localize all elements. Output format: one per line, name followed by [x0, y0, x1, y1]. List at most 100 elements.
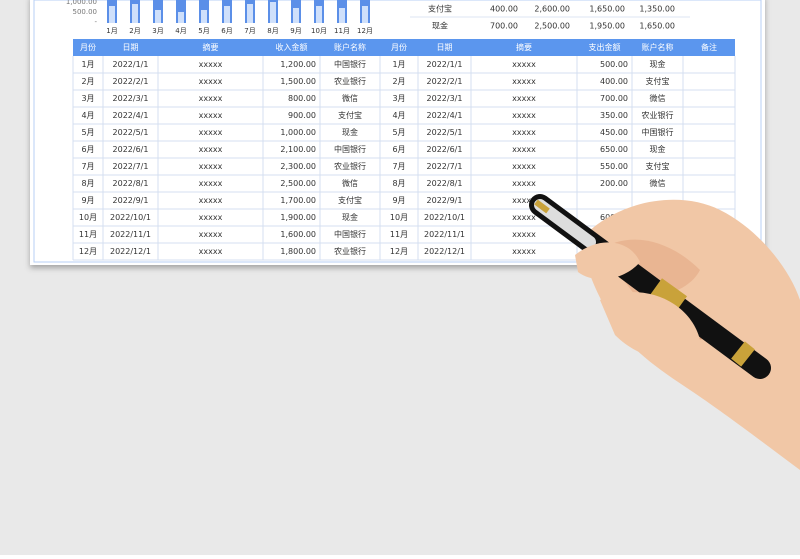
summary-cell: 现金 — [432, 21, 448, 31]
summary-cell: 700.00 — [490, 22, 518, 31]
cell: xxxxx — [199, 213, 223, 222]
cell: 9月 — [392, 196, 405, 205]
cell: 2022/12/1 — [424, 247, 465, 256]
cell: 5月 — [392, 128, 405, 137]
chart-bars: 1,000.00 500.00 - 1月 2月 3月 4月 5月 6月 7月 8月 9月 10月 11月 1… — [66, 0, 373, 35]
cell: 2022/10/1 — [424, 213, 465, 222]
cell: xxxxx — [512, 196, 536, 205]
cell: 中国银行 — [642, 127, 674, 137]
cell: 2022/9/1 — [427, 196, 463, 205]
cell: xxxxx — [199, 247, 223, 256]
cell: xxxxx — [512, 111, 536, 120]
cell: 6月 — [392, 145, 405, 154]
bar-inner — [247, 4, 253, 23]
cell: xxxxx — [199, 94, 223, 103]
summary-cell: 1,650.00 — [589, 5, 625, 14]
cell: 2022/2/1 — [427, 77, 463, 86]
header-cell: 备注 — [701, 42, 717, 52]
cell: 1,700.00 — [280, 196, 316, 205]
axis-label: - — [94, 18, 97, 26]
cell: 2022/5/1 — [113, 128, 149, 137]
summary-cell: 400.00 — [490, 5, 518, 14]
bar-inner — [201, 10, 207, 23]
summary-cell: 2,600.00 — [534, 5, 570, 14]
cell: 2,100.00 — [280, 145, 316, 154]
header-cell: 月份 — [80, 42, 96, 52]
cell: 10月 — [79, 213, 97, 222]
cell: 支付宝 — [646, 161, 670, 171]
cell: 现金 — [650, 144, 666, 154]
month-label: 8月 — [267, 27, 278, 35]
cell: 2022/1/1 — [427, 60, 463, 69]
cell: 400.00 — [600, 77, 628, 86]
header-cell: 摘要 — [203, 42, 219, 52]
cell: 4月 — [81, 111, 94, 120]
cell: 3月 — [81, 94, 94, 103]
cell: 微信 — [650, 93, 666, 103]
bar-inner — [339, 8, 345, 23]
cell: 1,500.00 — [280, 77, 316, 86]
cell: xxxxx — [512, 230, 536, 239]
cell: 350.00 — [600, 111, 628, 120]
cell: 2月 — [81, 77, 94, 86]
cell: 中国银行 — [334, 144, 366, 154]
cell: 现金 — [342, 127, 358, 137]
cell: 3月 — [392, 94, 405, 103]
summary-cell: 1,650.00 — [639, 22, 675, 31]
cell: 1,900.00 — [280, 213, 316, 222]
cell: xxxxx — [512, 179, 536, 188]
cell: 2022/4/1 — [427, 111, 463, 120]
cell: 1月 — [392, 60, 405, 69]
cell: xxxxx — [512, 162, 536, 171]
header-cell: 账户名称 — [334, 42, 366, 52]
hand — [529, 194, 800, 470]
cell: 农业银行 — [334, 161, 366, 171]
cell: 农业银行 — [334, 246, 366, 256]
cell: 2022/9/1 — [113, 196, 149, 205]
bar-inner — [109, 6, 115, 23]
axis-label: 500.00 — [73, 8, 98, 16]
cell: 8月 — [392, 179, 405, 188]
cell: 7月 — [392, 162, 405, 171]
bar-inner — [155, 10, 161, 23]
cell: 2022/6/1 — [113, 145, 149, 154]
header-bg — [73, 39, 735, 56]
bar-inner — [293, 8, 299, 23]
cell: 2,300.00 — [280, 162, 316, 171]
summary-cell: 支付宝 — [428, 4, 452, 14]
cell: 2,500.00 — [280, 179, 316, 188]
cell: xxxxx — [199, 60, 223, 69]
cell: 10月 — [390, 213, 408, 222]
bar-inner — [224, 6, 230, 23]
month-label: 4月 — [175, 27, 186, 35]
cell: 1,600.00 — [280, 230, 316, 239]
cell: 5月 — [81, 128, 94, 137]
cell: 2022/7/1 — [113, 162, 149, 171]
cell: 2022/8/1 — [113, 179, 149, 188]
month-label: 11月 — [334, 27, 350, 35]
month-label: 5月 — [198, 27, 209, 35]
cell: 12月 — [79, 247, 97, 256]
cell: 900.00 — [288, 111, 316, 120]
cell: 农业银行 — [642, 110, 674, 120]
cell: 650.00 — [600, 145, 628, 154]
cell: 11月 — [79, 230, 97, 239]
cell: 农业银行 — [334, 76, 366, 86]
month-label: 2月 — [129, 27, 140, 35]
cell: 支付宝 — [338, 110, 362, 120]
bar-inner — [178, 12, 184, 23]
header-cell: 月份 — [391, 42, 407, 52]
bar-inner — [316, 6, 322, 23]
bar-bg — [176, 0, 186, 23]
cell: 800.00 — [288, 94, 316, 103]
cell: 2022/3/1 — [113, 94, 149, 103]
cell: xxxxx — [199, 77, 223, 86]
cell: xxxxx — [199, 230, 223, 239]
cell: 现金 — [650, 59, 666, 69]
cell: 12月 — [390, 247, 408, 256]
cell: xxxxx — [199, 162, 223, 171]
bar-inner — [270, 2, 276, 23]
cell: xxxxx — [199, 145, 223, 154]
cell: 2022/11/1 — [110, 230, 151, 239]
cell: 2022/7/1 — [427, 162, 463, 171]
